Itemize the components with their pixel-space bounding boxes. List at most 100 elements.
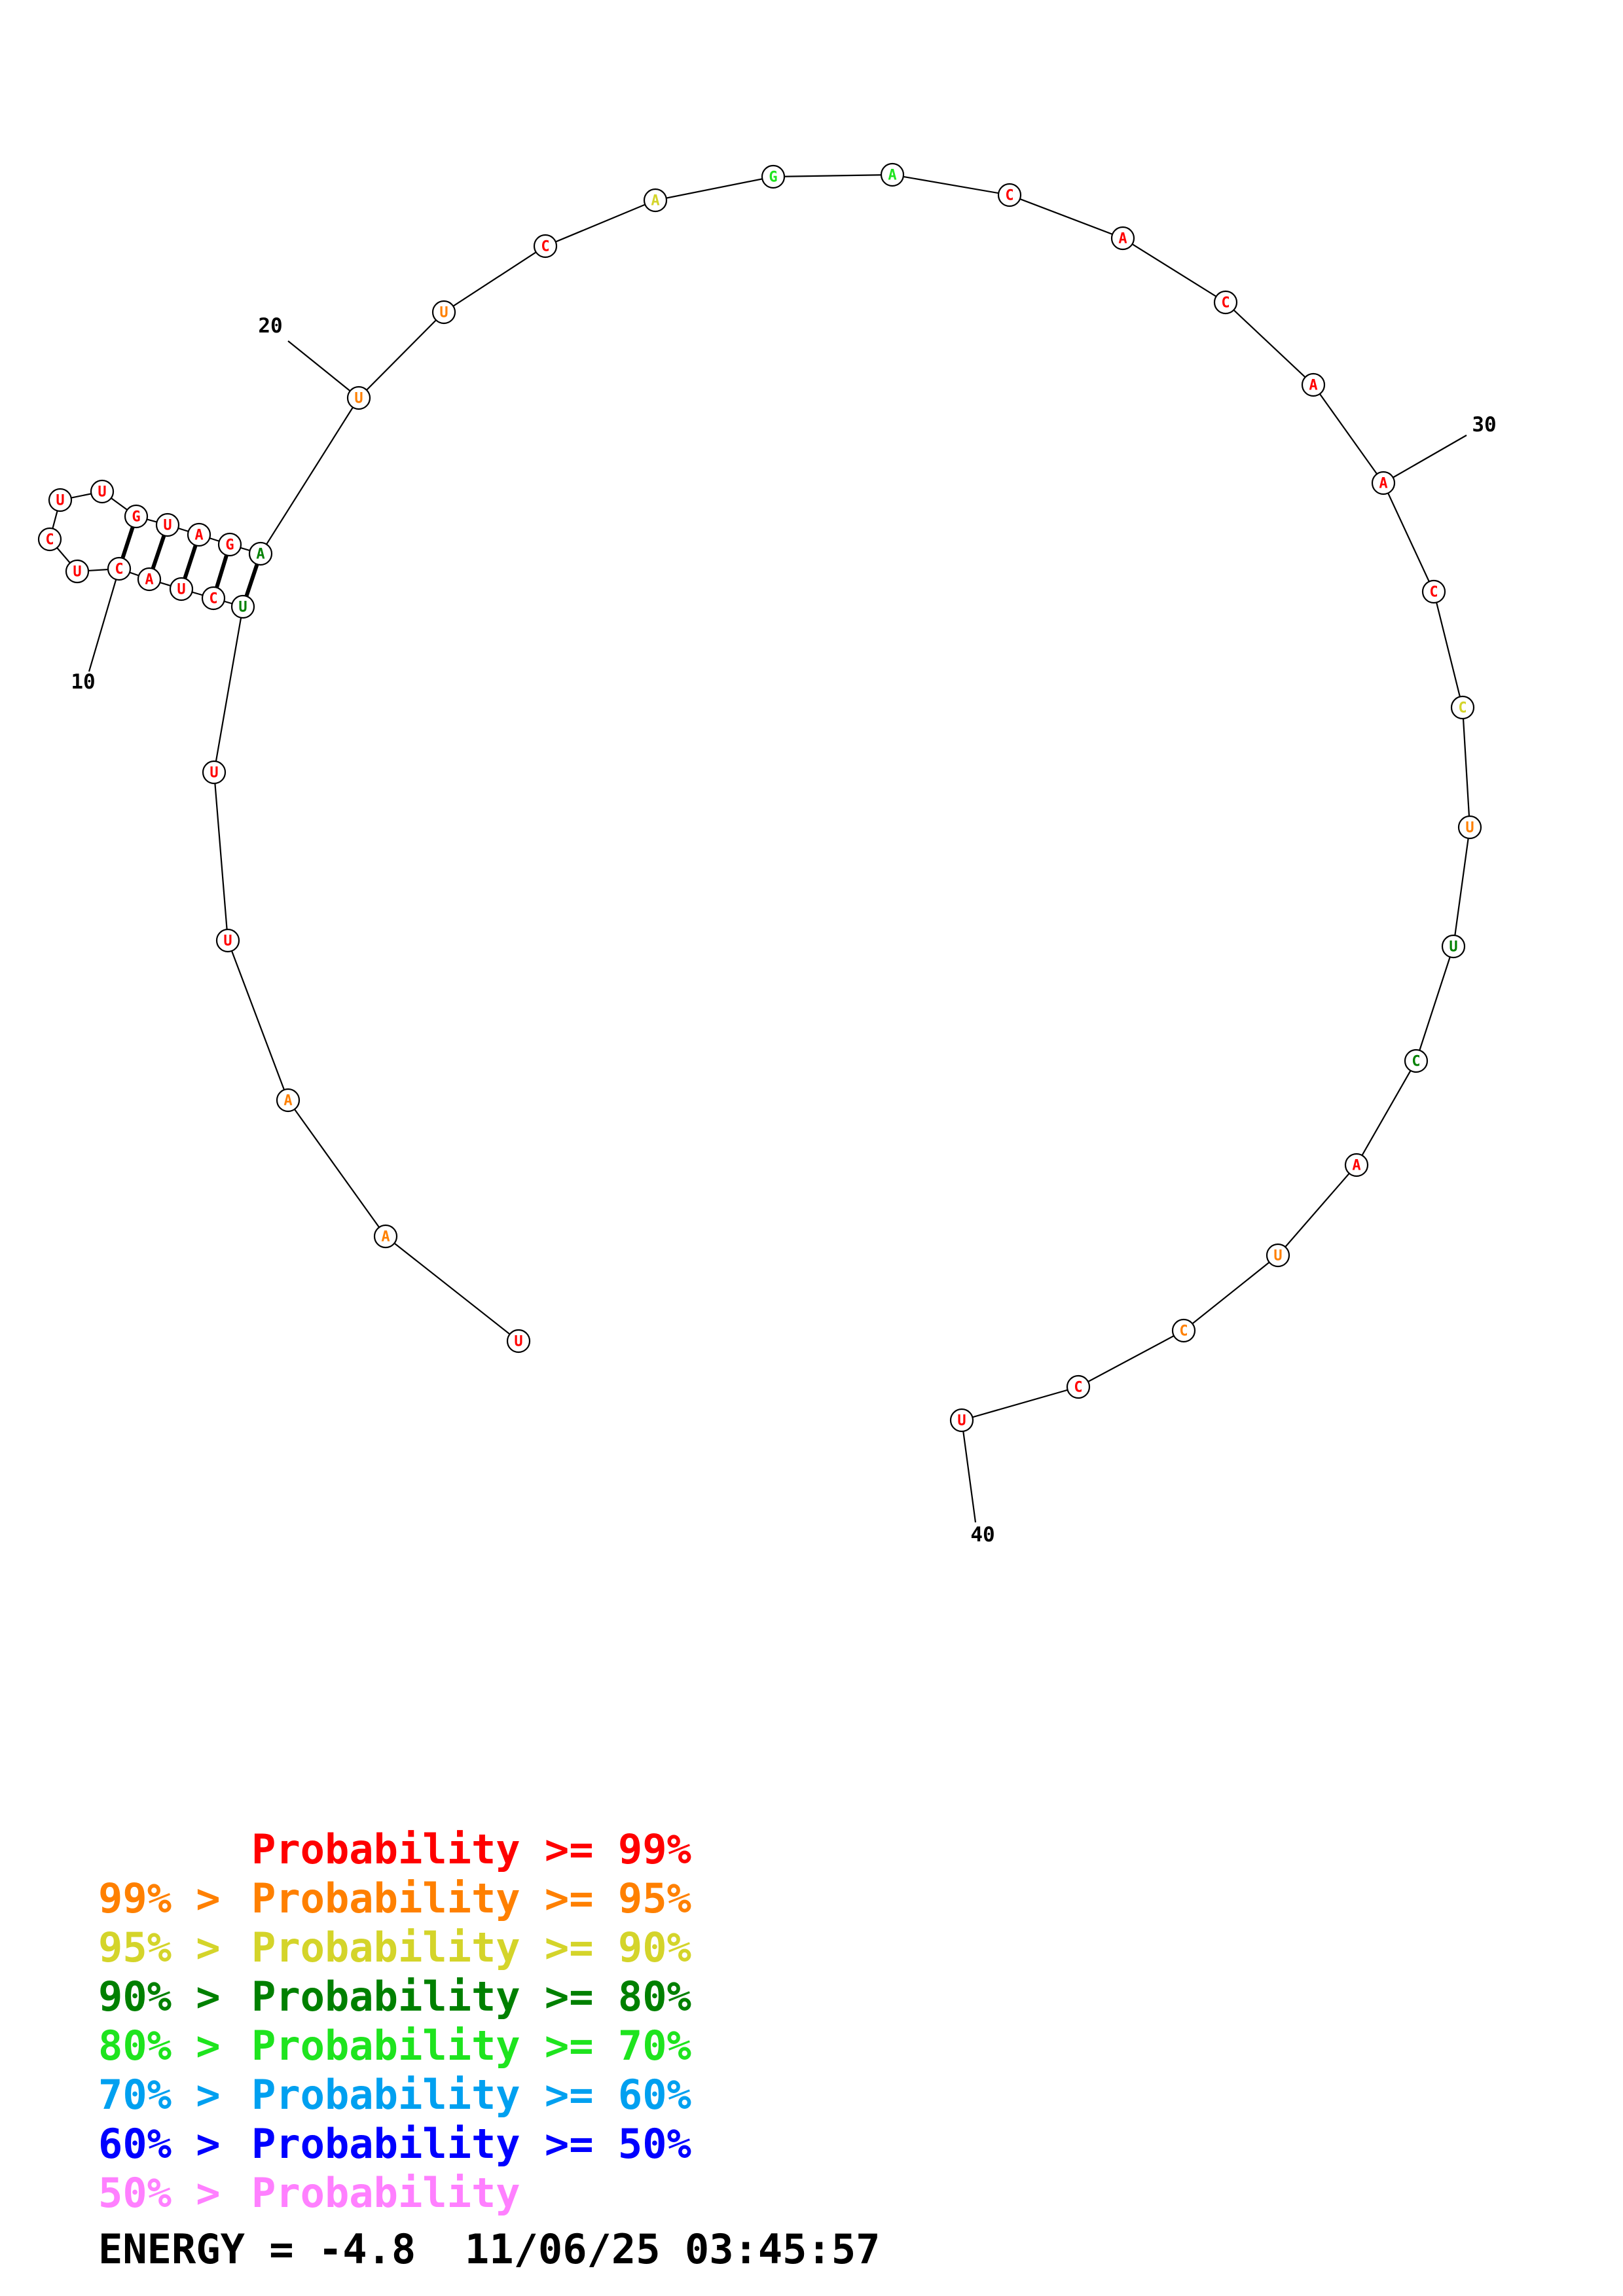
nucleotide-letter: U [238, 600, 247, 616]
nucleotide-circle [230, 594, 255, 619]
legend-prefix: 95% > [98, 1924, 245, 1971]
nucleotide-letter: G [132, 509, 140, 526]
legend-text: Probability >= 80% [251, 1973, 691, 2020]
nucleotide-letter: U [1449, 939, 1457, 956]
nucleotide-circle [187, 522, 211, 547]
nucleotide: A [187, 522, 211, 547]
nucleotide-circle [1421, 579, 1446, 604]
nucleotide: A [137, 567, 162, 592]
nucleotide-circle [107, 556, 132, 581]
position-label: 10 [71, 670, 95, 694]
nucleotide-circle [880, 162, 905, 187]
legend-row: 90% > Probability >= 80% [98, 1972, 691, 2021]
nucleotide-letter: C [1412, 1054, 1420, 1070]
nucleotide-circle [169, 577, 194, 601]
nucleotide: C [533, 234, 558, 259]
legend-row: 99% > Probability >= 95% [98, 1874, 691, 1923]
legend-prefix: 80% > [98, 2022, 245, 2070]
nucleotide-circle [533, 234, 558, 259]
nucleotide-letter: A [1309, 378, 1317, 394]
legend-row: 80% > Probability >= 70% [98, 2021, 691, 2070]
legend-row: 60% > Probability >= 50% [98, 2119, 691, 2168]
backbone [48, 173, 1471, 1422]
position-tick [287, 340, 359, 399]
nucleotide-letter: C [541, 239, 549, 255]
base-pair-line [215, 554, 228, 588]
nucleotide-circle [373, 1224, 398, 1249]
nucleotide-letter: A [651, 193, 659, 209]
nucleotide-letter: U [98, 484, 106, 501]
nucleotide-circle [48, 488, 73, 512]
nucleotide: G [217, 532, 242, 557]
nucleotide: C [997, 183, 1022, 207]
nucleotide: U [506, 1329, 531, 1354]
legend-text: Probability >= 90% [251, 1924, 691, 1971]
nucleotide-letter: U [177, 582, 185, 598]
nucleotide-letter: U [56, 493, 64, 509]
nucleotide: A [248, 541, 273, 566]
nucleotide: A [643, 188, 668, 213]
nucleotide-circle [1450, 695, 1475, 720]
nucleotide-circle [65, 559, 90, 584]
legend-prefix: 90% > [98, 1973, 245, 2020]
nucleotide-circle [949, 1408, 974, 1433]
nucleotide: A [880, 162, 905, 187]
nucleotide-circle [201, 586, 226, 611]
legend-text: Probability >= 60% [251, 2071, 691, 2119]
nucleotide-circle [248, 541, 273, 566]
nucleotide-circle [1266, 1243, 1290, 1268]
nucleotide: G [124, 504, 149, 529]
legend-text: Probability >= 70% [251, 2022, 691, 2070]
nucleotide: G [761, 164, 786, 189]
position-tick [1383, 435, 1467, 484]
nucleotide-circle [1171, 1318, 1196, 1343]
legend-prefix: 99% > [98, 1874, 245, 1922]
nucleotide: U [949, 1408, 974, 1433]
nucleotide-letter: A [194, 528, 203, 544]
nucleotide-letter: U [354, 391, 363, 407]
nucleotide-letter: C [1221, 295, 1230, 312]
position-label: 30 [1472, 413, 1496, 437]
legend-text: Probability >= 99% [251, 1825, 691, 1873]
nucleotide-circle [1110, 226, 1135, 251]
legend-row: 95% > Probability >= 90% [98, 1923, 691, 1972]
nucleotide-letter: A [381, 1229, 390, 1246]
nucleotide-letter: U [1273, 1248, 1282, 1265]
nucleotide: C [107, 556, 132, 581]
backbone-line [48, 173, 1471, 1422]
nucleotide: C [1213, 290, 1238, 315]
nucleotide-letter: C [1005, 188, 1013, 204]
nucleotide: A [1344, 1153, 1369, 1177]
nucleotide-letter: U [223, 933, 232, 950]
nucleotide-letter: A [283, 1093, 292, 1109]
nucleotide: C [37, 527, 62, 552]
nucleotide-letter: C [209, 591, 217, 607]
base-pair-line [151, 535, 166, 569]
legend-prefix: 70% > [98, 2071, 245, 2119]
nucleotide-circle [1213, 290, 1238, 315]
nucleotide: U [65, 559, 90, 584]
nucleotide: A [1110, 226, 1135, 251]
nucleotide-letter: C [45, 532, 54, 548]
nucleotide-circle [431, 300, 456, 325]
nucleotide: U [1266, 1243, 1290, 1268]
nucleotide-circle [506, 1329, 531, 1354]
nucleotide-circle [643, 188, 668, 213]
nucleotide-letter: A [888, 168, 896, 184]
nucleotide: C [1450, 695, 1475, 720]
position-tick [88, 568, 120, 672]
nucleotide-letter: U [210, 765, 218, 781]
nucleotide: U [155, 512, 180, 537]
base-pair-line [244, 564, 259, 597]
nucleotide-circle [1344, 1153, 1369, 1177]
nucleotide-letter: G [225, 537, 234, 554]
base-pair-line [120, 526, 135, 559]
nucleotide-circle [215, 928, 240, 953]
nucleotide-letter: U [163, 518, 172, 534]
base-pair-line [183, 545, 198, 579]
nucleotide-circle [346, 386, 371, 410]
nucleotide: A [373, 1224, 398, 1249]
position-ticks: 10 20 30 40 [71, 314, 1496, 1547]
footer: ENERGY = -4.8 11/06/25 03:45:57 [98, 2225, 880, 2273]
nucleotide: U [169, 577, 194, 601]
